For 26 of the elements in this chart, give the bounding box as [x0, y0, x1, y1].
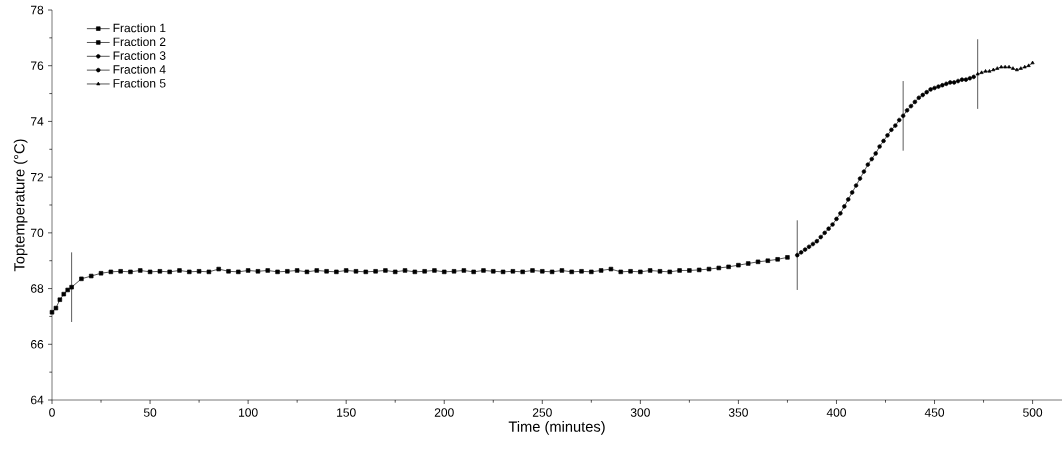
legend-label: Fraction 2: [113, 37, 166, 47]
x-tick-label: 450: [924, 408, 945, 417]
y-axis-title: Toptemperature (°C): [13, 139, 28, 272]
y-tick-label: 66: [30, 340, 44, 349]
legend-label: Fraction 5: [113, 78, 166, 88]
y-tick-label: 68: [30, 284, 44, 293]
x-tick-label: 350: [728, 408, 748, 417]
y-tick-label: 70: [30, 228, 44, 238]
x-tick-label: 300: [630, 408, 650, 417]
x-tick-label: 100: [239, 408, 258, 417]
x-tick-label: 50: [143, 408, 157, 417]
x-tick-label: 400: [826, 408, 847, 417]
x-tick-label: 0: [49, 408, 55, 417]
y-tick-label: 76: [30, 61, 44, 70]
y-tick-label: 74: [30, 117, 44, 126]
legend-label: Fraction 3: [113, 51, 166, 60]
y-tick-label: 64: [30, 395, 44, 405]
y-tick-label: 78: [30, 5, 44, 15]
legend-label: Fraction 1: [113, 23, 166, 33]
y-tick-label: 72: [30, 172, 44, 182]
x-tick-label: 150: [337, 408, 356, 417]
x-tick-label: 500: [1023, 408, 1043, 417]
x-axis-title: Time (minutes): [508, 421, 605, 435]
x-tick-label: 250: [532, 408, 552, 417]
legend-label: Fraction 4: [113, 64, 166, 74]
x-tick-label: 200: [434, 408, 454, 417]
